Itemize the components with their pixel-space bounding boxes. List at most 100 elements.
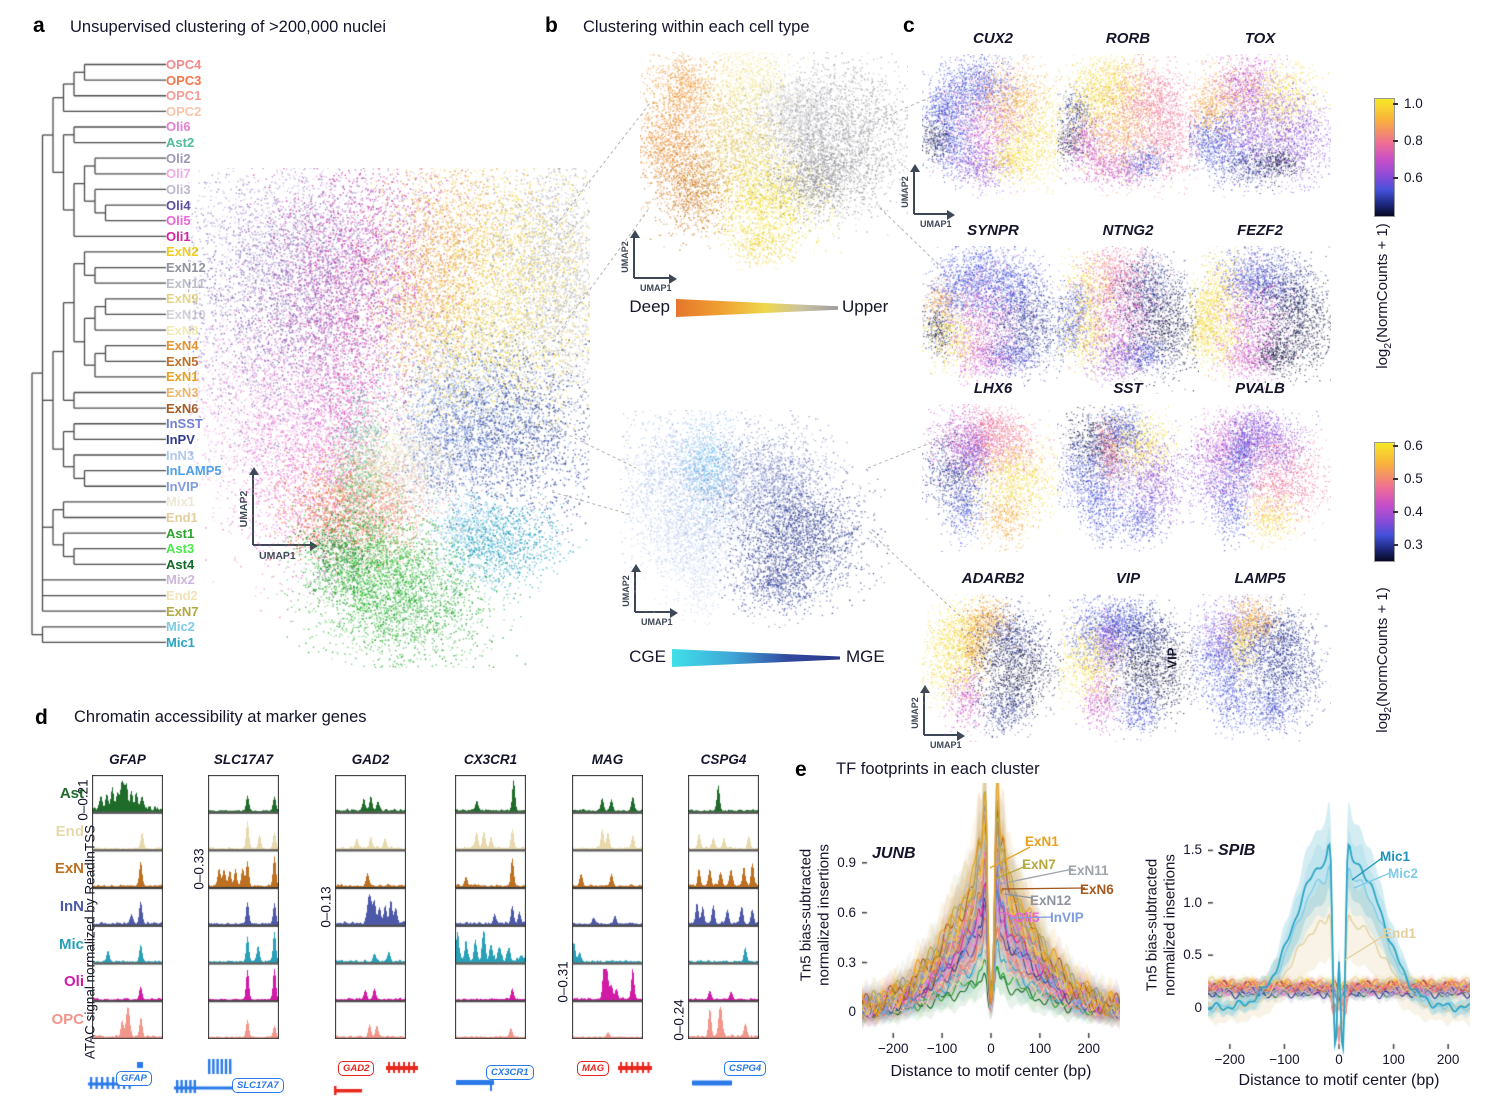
spib-xtick-label: 100 — [1382, 1052, 1405, 1067]
panel-c-letter: c — [903, 14, 915, 37]
footprint-annotation-Mic1: Mic1 — [1380, 849, 1411, 864]
footprint-annotation-Oli5: Oli5 — [1014, 910, 1040, 925]
junb-ytick-label: 0 — [848, 1004, 856, 1020]
panel-b-letter: b — [545, 14, 558, 37]
gene-model-label-GAD2: GAD2 — [338, 1061, 375, 1076]
junb-ylabel-line1: Tn5 bias-subtracted — [797, 848, 815, 982]
colorbar-1-tick-label: 0.6 — [1404, 170, 1423, 185]
spib-ytick-label: 1.5 — [1183, 842, 1202, 858]
gene-model-label-MAG: MAG — [577, 1061, 610, 1076]
panel-c-umap-RORB — [1057, 54, 1199, 202]
colorbar-1-label-part: 2 — [1382, 342, 1394, 349]
panel-d-tracks-MAG — [572, 775, 643, 1039]
panel-c-umap-LAMP5 — [1189, 594, 1331, 742]
junb-xtick-label: −200 — [878, 1041, 909, 1056]
colorbar-1-tick-label: 0.8 — [1404, 133, 1423, 148]
colorbar-1-tick-mark — [1393, 177, 1398, 179]
footprint-annotation-ExN6: ExN6 — [1080, 882, 1114, 897]
colorbar-2-tick-mark — [1393, 544, 1398, 546]
colorbar-2-tick-label: 0.3 — [1404, 537, 1423, 552]
umap2-axis-label: UMAP2 — [910, 697, 920, 729]
panel-b-top-umap-canvas — [640, 52, 908, 270]
umap-axis-y-arrow-icon — [909, 164, 920, 172]
junb-xtick-label: −100 — [926, 1041, 958, 1056]
footprint-annotation-Mic2: Mic2 — [1388, 866, 1419, 881]
panel-d-title: Chromatin accessibility at marker genes — [74, 708, 367, 726]
spib-xtick-label: −100 — [1269, 1052, 1300, 1067]
gradient-upper-label: Upper — [842, 297, 889, 316]
panel-c-gene-title-CUX2: CUX2 — [972, 30, 1013, 47]
panel-c-gene-title-RORB: RORB — [1105, 30, 1151, 47]
panel-c-gene-title-VIP: VIP — [1115, 570, 1141, 587]
panel-d-tracks-CX3CR1 — [455, 775, 526, 1039]
panel-c-gene-title-ADARB2: ADARB2 — [961, 570, 1025, 587]
panel-c-umap-CUX2 — [922, 54, 1064, 202]
deep-upper-gradient-wedge — [676, 299, 838, 317]
panel-c-umap-LHX6 — [922, 404, 1064, 552]
colorbar-1-tick-label: 1.0 — [1404, 96, 1423, 111]
junb-ytick-label: 0.3 — [837, 954, 856, 970]
panel-c-gene-title-PVALB: PVALB — [1235, 380, 1285, 397]
gene-model-label-CSPG4: CSPG4 — [724, 1061, 767, 1076]
spib-ytick-label: 0.5 — [1183, 947, 1202, 963]
gene-model-label-GFAP: GFAP — [116, 1071, 152, 1086]
colorbar-2-label-part: (NormCounts + 1) — [1374, 587, 1391, 707]
colorbar-2-label-part: log — [1374, 712, 1391, 733]
panel-d-range-GAD2: 0–0.13 — [318, 886, 334, 928]
panel-d-row-label-Oli: Oli — [63, 973, 84, 991]
panel-d-row-label-End: End — [55, 822, 84, 840]
spib-ylabel-line2: normalized insertions — [1161, 854, 1179, 996]
panel-c-umap-ADARB2 — [922, 594, 1064, 742]
junb-xtick-label: 0 — [987, 1041, 995, 1056]
colorbar-2-tick-label: 0.4 — [1404, 504, 1423, 519]
panel-b-bottom-umap-canvas — [620, 410, 892, 628]
panel-b-title: Clustering within each cell type — [583, 18, 810, 36]
spib-xtick-label: 200 — [1436, 1052, 1460, 1067]
panel-d-range-MAG: 0–0.31 — [555, 961, 571, 1003]
panel-d-tracks-SLC17A7 — [208, 775, 279, 1039]
junb-xtick-label: 100 — [1028, 1041, 1052, 1056]
panel-c-umap-PVALB — [1189, 404, 1331, 552]
panel-d-gene-title-MAG: MAG — [591, 752, 624, 767]
panel-d-gene-title-CSPG4: CSPG4 — [700, 752, 747, 767]
vip-annotation: VIP — [1164, 647, 1180, 669]
panel-d-tracks-CSPG4 — [688, 775, 759, 1039]
umap1-axis-label: UMAP1 — [930, 740, 962, 750]
panel-c-umap-SST — [1057, 404, 1199, 552]
umap-axis-x-line — [634, 277, 670, 280]
colorbar-1 — [1374, 98, 1395, 217]
umap-axis-y-arrow-icon — [629, 230, 640, 238]
panel-e-title: TF footprints in each cluster — [836, 760, 1040, 778]
panel-c-umap-SYNPR — [922, 246, 1064, 394]
footprint-annotation-ExN12: ExN12 — [1030, 893, 1072, 908]
colorbar-1-label-part: (NormCounts + 1) — [1374, 223, 1391, 343]
junb-xlabel: Distance to motif center (bp) — [890, 1063, 1092, 1080]
gradient-cge-label: CGE — [629, 647, 666, 666]
spib-plot-canvas — [1208, 798, 1470, 1060]
spib-ytick-label: 0 — [1194, 999, 1202, 1015]
panel-d-row-label-OPC: OPC — [51, 1011, 84, 1029]
panel-d-row-label-Mic: Mic — [58, 935, 84, 953]
colorbar-2-tick-mark — [1393, 445, 1398, 447]
umap-axis-y-line — [913, 172, 916, 214]
colorbar-2-tick-label: 0.6 — [1404, 438, 1423, 453]
spib-xtick-label: −200 — [1214, 1052, 1246, 1067]
panel-d-range-SLC17A7: 0–0.33 — [191, 848, 207, 890]
gene-model-label-SLC17A7: SLC17A7 — [232, 1078, 284, 1093]
colorbar-1-label-part: log — [1374, 348, 1391, 369]
panel-c-gene-title-FEZF2: FEZF2 — [1237, 222, 1283, 239]
colorbar-1-label: log2(NormCounts + 1) — [1374, 223, 1394, 369]
panel-d-gene-title-GFAP: GFAP — [109, 752, 146, 767]
junb-plot-canvas — [862, 783, 1120, 1049]
panel-d-range-CSPG4: 0–0.24 — [671, 999, 687, 1041]
dendrogram-canvas — [26, 52, 176, 652]
panel-d-tracks-GAD2 — [335, 775, 406, 1039]
panel-e-letter: e — [795, 758, 807, 781]
panel-a-letter: a — [33, 14, 45, 37]
footprint-annotation-ExN1: ExN1 — [1025, 834, 1059, 849]
footprint-annotation-ExN11: ExN11 — [1068, 863, 1109, 878]
junb-xtick-label: 200 — [1077, 1041, 1100, 1056]
footprint-annotation-End1: End1 — [1383, 926, 1417, 941]
gradient-mge-label: MGE — [846, 647, 885, 666]
panel-c-gene-title-SST: SST — [1113, 380, 1143, 397]
